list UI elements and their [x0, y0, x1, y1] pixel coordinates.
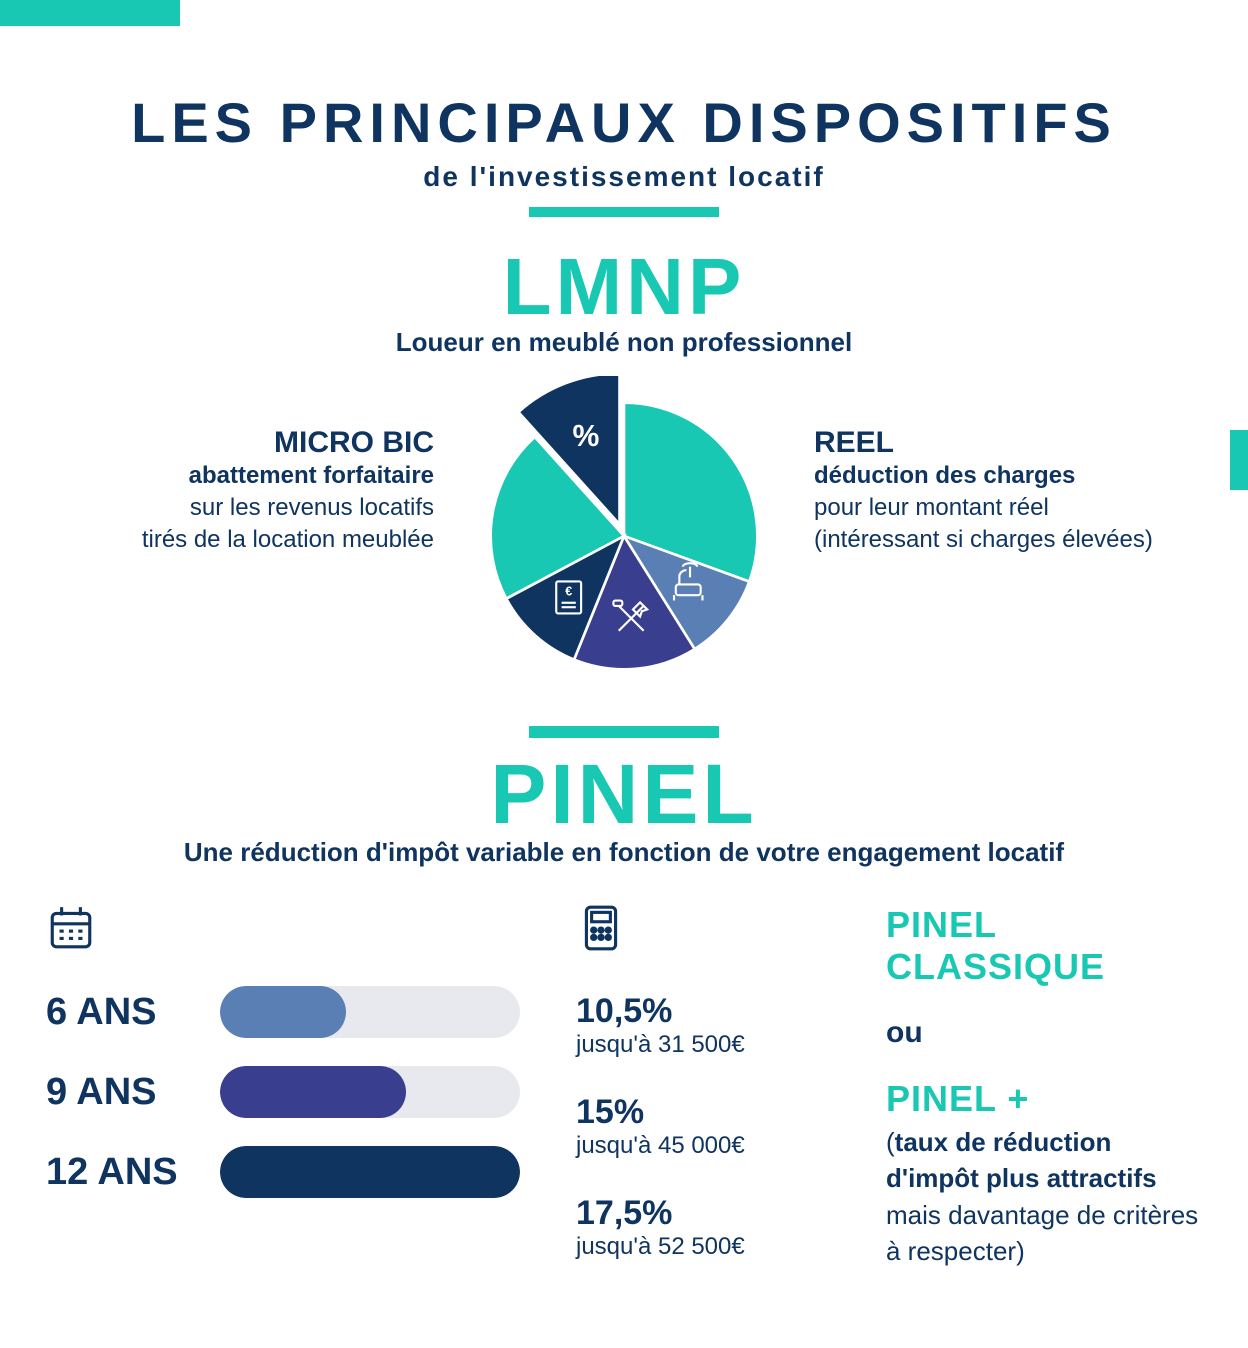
pinel-variants-col: PINEL CLASSIQUE ou PINEL + (taux de rédu… — [886, 898, 1202, 1270]
reel-title: REEL — [814, 426, 1154, 460]
pinel-years-label: 9 ANS — [46, 1071, 196, 1114]
pinel-rate: 10,5% — [576, 992, 856, 1031]
pinel-block: PINEL Une réduction d'impôt variable en … — [40, 746, 1208, 868]
pinel-row-2: 9 ANS — [46, 1066, 546, 1118]
reel-line2: (intéressant si charges élevées) — [814, 524, 1154, 556]
svg-text:€: € — [565, 585, 572, 599]
pinel-rate-row-1: 10,5%jusqu'à 31 500€ — [576, 992, 856, 1059]
pinel-bar-track — [220, 1146, 520, 1198]
pinel-rate-row-3: 17,5%jusqu'à 52 500€ — [576, 1194, 856, 1261]
pinel-row-3: 12 ANS — [46, 1146, 546, 1198]
pinel-plus-label: PINEL + — [886, 1078, 1202, 1120]
reel-col: REEL déduction des charges pour leur mon… — [814, 376, 1154, 557]
reel-bold: déduction des charges — [814, 462, 1154, 490]
pinel-ou: ou — [886, 1016, 1202, 1050]
accent-top-left — [0, 0, 180, 26]
pinel-plus-desc-open: ( — [886, 1127, 895, 1157]
pinel-bar-fill — [220, 986, 346, 1038]
page-subtitle: de l'investissement locatif — [40, 161, 1208, 193]
header-block: LES PRINCIPAUX DISPOSITIFS de l'investis… — [40, 90, 1208, 217]
pinel-years-label: 6 ANS — [46, 991, 196, 1034]
pie-svg: %€ — [464, 376, 784, 696]
pinel-bar-fill — [220, 1146, 520, 1198]
micro-bic-bold: abattement forfaitaire — [94, 462, 434, 490]
percent-icon: % — [573, 420, 600, 453]
pinel-title: PINEL — [40, 746, 1208, 843]
pinel-plus-desc-bold: taux de réduction d'impôt plus attractif… — [886, 1127, 1157, 1193]
pinel-row-1: 6 ANS — [46, 986, 546, 1038]
pinel-bar-track — [220, 1066, 520, 1118]
pinel-years-label: 12 ANS — [46, 1151, 196, 1194]
pinel-rate: 15% — [576, 1093, 856, 1132]
lmnp-pie-chart: %€ — [464, 376, 784, 696]
pinel-plus-desc-rest: mais davantage de critères à respecter) — [886, 1200, 1198, 1266]
lmnp-title: LMNP — [40, 241, 1208, 333]
pinel-subtitle: Une réduction d'impôt variable en foncti… — [40, 837, 1208, 868]
pinel-classique-label: PINEL CLASSIQUE — [886, 904, 1202, 988]
micro-bic-line2: tirés de la location meublée — [94, 524, 434, 556]
pinel-cap: jusqu'à 45 000€ — [576, 1132, 856, 1160]
pinel-bar-fill — [220, 1066, 406, 1118]
reel-line1: pour leur montant réel — [814, 492, 1154, 524]
lmnp-subtitle: Loueur en meublé non professionnel — [40, 327, 1208, 358]
pinel-years-col: 6 ANS 9 ANS 12 ANS — [46, 898, 546, 1226]
svg-text:%: % — [573, 420, 600, 453]
title-underline — [529, 207, 719, 217]
lmnp-block: LMNP Loueur en meublé non professionnel … — [40, 241, 1208, 696]
pinel-rate-row-2: 15%jusqu'à 45 000€ — [576, 1093, 856, 1160]
pinel-grid: 6 ANS 9 ANS 12 ANS 10,5%jusqu'à 31 500€ 15%… — [40, 898, 1208, 1289]
micro-bic-col: MICRO BIC abattement forfaitaire sur les… — [94, 376, 434, 557]
micro-bic-title: MICRO BIC — [94, 426, 434, 460]
calculator-icon — [576, 903, 626, 958]
pinel-cap: jusqu'à 52 500€ — [576, 1233, 856, 1261]
pinel-plus-desc: (taux de réduction d'impôt plus attracti… — [886, 1124, 1202, 1270]
mid-underline — [529, 726, 719, 738]
pinel-rate: 17,5% — [576, 1194, 856, 1233]
pinel-bar-track — [220, 986, 520, 1038]
accent-right — [1230, 430, 1248, 490]
pinel-rates-col: 10,5%jusqu'à 31 500€ 15%jusqu'à 45 000€ 17… — [576, 898, 856, 1289]
calendar-icon — [46, 903, 96, 958]
pinel-cap: jusqu'à 31 500€ — [576, 1031, 856, 1059]
page-title: LES PRINCIPAUX DISPOSITIFS — [40, 90, 1208, 155]
micro-bic-line1: sur les revenus locatifs — [94, 492, 434, 524]
